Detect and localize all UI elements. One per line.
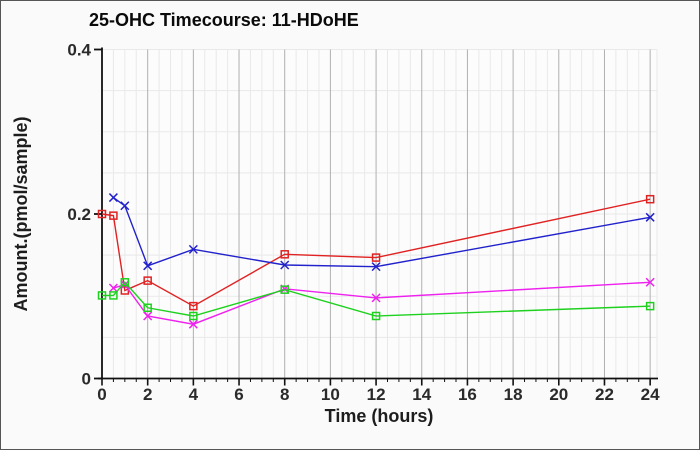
green-squares-marker <box>189 311 198 321</box>
x-tick-label: 20 <box>549 385 568 404</box>
red-squares-marker <box>189 301 198 311</box>
x-axis-title: Time (hours) <box>325 406 434 426</box>
tick-labels: 00.20.40 2 4 6 8 10 12 14 16 18 20 22 24 <box>67 41 660 405</box>
red-squares-marker <box>143 276 152 285</box>
x-tick-label: 6 <box>234 385 243 404</box>
magenta-x-marker <box>371 293 381 303</box>
blue-x-marker <box>108 193 118 203</box>
blue-x-marker <box>645 212 655 222</box>
x-tick-label: 4 <box>189 385 199 404</box>
x-tick-label: 14 <box>412 385 431 404</box>
y-axis-title: Amount.(pmol/sample) <box>11 116 31 311</box>
y-tick-label: 0.2 <box>67 205 91 224</box>
x-tick-label: 22 <box>595 385 614 404</box>
x-tick-label: 2 <box>143 385 152 404</box>
grid-lines <box>102 49 658 379</box>
green-squares-line <box>102 281 651 317</box>
red-squares-marker <box>109 211 118 220</box>
green-squares-marker <box>371 311 381 321</box>
x-tick-label: 24 <box>641 385 660 404</box>
x-tick-label: 10 <box>321 385 340 404</box>
x-tick-label: 18 <box>504 385 523 404</box>
green-squares-marker <box>120 278 130 287</box>
x-tick-label: 12 <box>367 385 386 404</box>
series-red-squares <box>97 194 655 311</box>
red-squares-line <box>101 198 651 307</box>
red-squares-marker <box>645 194 655 204</box>
blue-x-marker <box>188 244 198 254</box>
x-tick-label: 16 <box>458 385 477 404</box>
magenta-x-marker <box>188 319 198 329</box>
red-squares-marker <box>97 209 107 219</box>
blue-x-marker <box>120 201 130 211</box>
green-squares-marker <box>109 291 118 300</box>
magenta-x-marker <box>143 311 153 321</box>
magenta-x-marker <box>108 283 118 293</box>
axes <box>94 47 658 386</box>
green-squares-marker <box>645 301 655 311</box>
green-squares-marker <box>280 285 289 294</box>
y-tick-label: 0.4 <box>67 41 91 60</box>
series-magenta-x <box>108 277 655 329</box>
green-squares-marker <box>97 291 107 300</box>
series-green-squares <box>97 278 655 321</box>
magenta-x-marker <box>645 277 655 287</box>
chart-title: 25-OHC Timecourse: 11-HDoHE <box>89 10 359 30</box>
blue-x-marker <box>371 262 381 272</box>
data-series <box>97 193 655 329</box>
red-squares-marker <box>371 253 381 262</box>
magenta-x-marker <box>120 280 130 290</box>
blue-x-marker <box>280 260 290 270</box>
x-tick-label: 8 <box>280 385 289 404</box>
red-squares-marker <box>280 250 289 259</box>
series-blue-x <box>108 193 655 272</box>
y-tick-label: 0 <box>82 370 91 389</box>
x-tick-label: 0 <box>97 385 106 404</box>
blue-x-marker <box>143 261 153 271</box>
green-squares-marker <box>143 303 152 313</box>
